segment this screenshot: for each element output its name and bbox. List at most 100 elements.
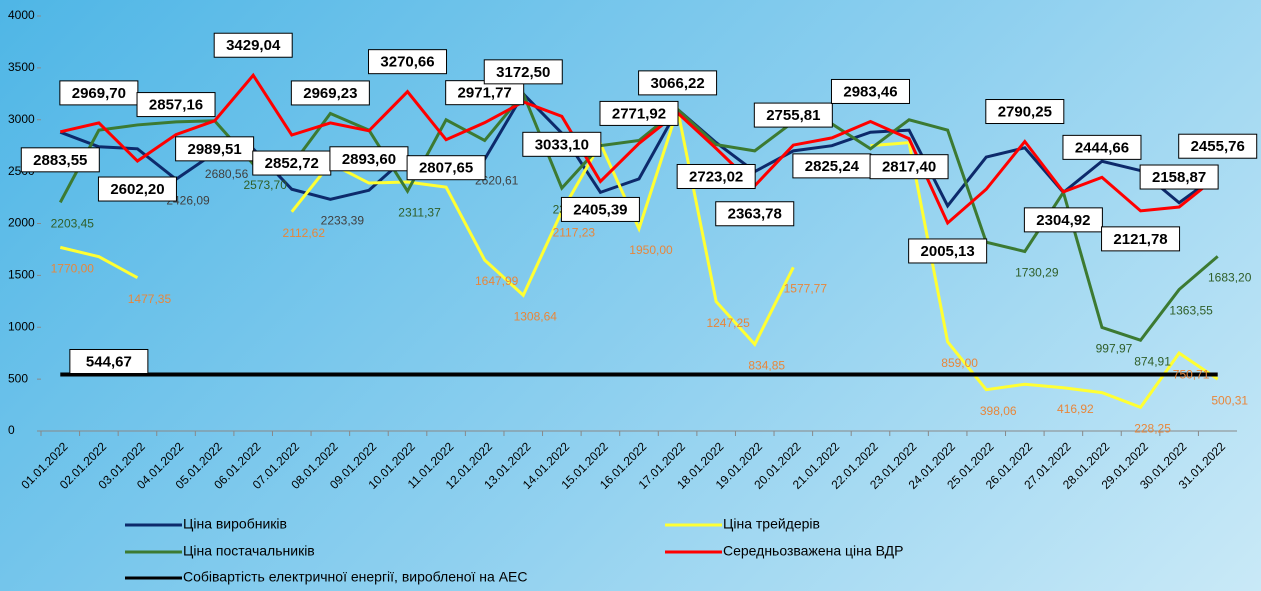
y-tick-label: 3500 [8,60,35,74]
label-box [985,99,1065,125]
data-label: 2602,20 [97,176,177,202]
label-box [1139,164,1219,190]
data-label: 2771,92 [599,100,679,126]
y-tick-label: 4000 [8,8,35,22]
label-box [1023,207,1103,233]
data-label: 2311,37 [398,205,441,219]
data-label: 2158,87 [1139,164,1219,190]
data-label: 1308,64 [514,309,558,323]
data-label: 398,06 [980,404,1017,418]
label-box [522,131,602,157]
data-label: 1247,25 [706,316,750,330]
legend-label: Ціна трейдерів [723,516,820,532]
data-label-text: 2893,60 [342,151,396,168]
label-box [69,348,149,374]
data-label: 750,71 [1173,367,1210,381]
data-label-text: 2455,76 [1191,138,1245,155]
series-line [59,245,139,280]
data-label: 2620,61 [475,173,519,187]
label-box [1178,133,1258,159]
label-box [676,163,756,189]
data-label: 2455,76 [1178,133,1258,159]
data-label: 2971,77 [445,80,525,106]
data-label: 1363,55 [1169,304,1213,318]
label-box [136,92,216,118]
label-box [20,147,100,173]
data-label: 2426,09 [166,193,210,207]
data-label: 2723,02 [676,163,756,189]
label-box [213,32,293,58]
data-label-text: 3033,10 [535,136,589,153]
data-label: 859,00 [941,356,978,370]
data-label-text: 2723,02 [689,168,743,185]
data-label-text: 2405,39 [573,201,627,218]
data-label-text: 3172,50 [496,64,550,81]
data-label: 834,85 [748,359,785,373]
data-label: 1577,77 [784,281,828,295]
data-label: 2444,66 [1062,134,1142,160]
label-box [445,80,525,106]
data-label-text: 3270,66 [380,54,434,71]
legend-label: Ціна виробників [183,516,287,532]
data-label: 500,31 [1211,393,1248,407]
data-label: 3429,04 [213,32,293,58]
label-box [290,80,370,106]
data-label-text: 2825,24 [805,158,860,175]
data-label: 2852,72 [252,150,332,176]
data-label: 3033,10 [522,131,602,157]
data-label-text: 2989,51 [187,141,241,158]
label-box [792,153,872,179]
label-box [406,155,486,181]
y-tick-label: 2000 [8,216,35,230]
data-label-text: 2158,87 [1152,169,1206,186]
data-label: 3172,50 [483,59,563,85]
series-line [290,103,795,348]
label-box [830,78,910,104]
label-box [97,176,177,202]
data-label: 2680,56 [205,167,249,181]
label-box [252,150,332,176]
data-label-text: 2857,16 [149,97,203,114]
data-label-text: 2971,77 [458,85,512,102]
data-label: 2893,60 [329,146,409,172]
data-label: 2112,62 [283,226,326,240]
data-label: 1730,29 [1015,266,1059,280]
data-label: 2005,13 [908,238,988,264]
data-label: 2203,45 [51,217,95,231]
data-label: 1950,00 [629,243,673,257]
data-label: 1770,00 [51,262,95,276]
data-label: 1683,20 [1208,271,1252,285]
data-label: 2817,40 [869,154,949,180]
label-box [560,196,640,222]
data-label-text: 2304,92 [1036,212,1090,229]
label-box [368,49,448,75]
data-label: 2790,25 [985,99,1065,125]
data-label-text: 544,67 [86,353,132,370]
data-label-text: 2817,40 [882,159,936,176]
data-label: 2117,23 [553,226,596,240]
data-label-text: 3066,22 [650,75,704,92]
data-label: 2807,65 [406,155,486,181]
label-box [1101,226,1181,252]
data-label: 2405,39 [560,196,640,222]
label-box [599,100,679,126]
label-box [1062,134,1142,160]
label-box [908,238,988,264]
data-label-text: 2005,13 [921,243,975,260]
data-label: 2363,78 [715,201,795,227]
data-label: 544,67 [69,348,149,374]
label-box [869,154,949,180]
data-label: 416,92 [1057,402,1094,416]
y-tick-label: 1500 [8,268,35,282]
data-label: 2825,24 [792,153,872,179]
data-label: 2883,55 [20,147,100,173]
legend-label: Середньозважена ціна ВДР [723,543,903,559]
data-label: 2755,81 [753,102,833,128]
data-label: 2304,92 [1023,207,1103,233]
data-label-text: 2790,25 [998,103,1052,120]
data-label-text: 2444,66 [1075,139,1129,156]
data-label: 2969,23 [290,80,370,106]
data-label-text: 2363,78 [728,206,782,223]
y-tick-label: 1000 [8,319,35,333]
